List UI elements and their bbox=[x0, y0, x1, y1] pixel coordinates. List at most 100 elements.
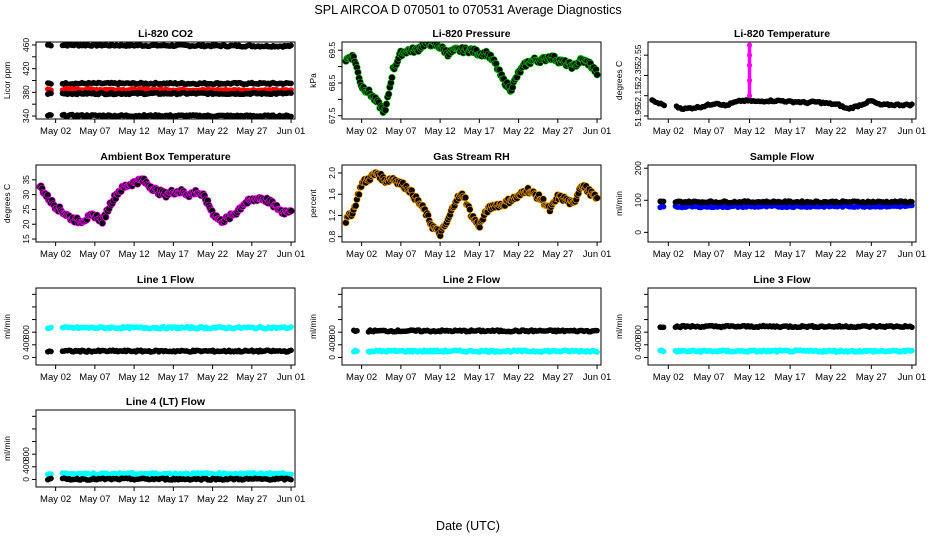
y-tick-label: 460 bbox=[21, 38, 31, 52]
x-tick-label: May 07 bbox=[79, 372, 110, 383]
panel-title: Gas Stream RH bbox=[433, 151, 509, 163]
x-tick-label: May 27 bbox=[236, 126, 267, 137]
y-tick-label: 52.15 bbox=[633, 85, 643, 107]
data-point bbox=[354, 348, 360, 354]
y-tick-label: 800 bbox=[327, 325, 337, 339]
panel-title: Li-820 CO2 bbox=[138, 28, 193, 40]
data-point bbox=[288, 207, 295, 214]
x-tick-label: May 17 bbox=[158, 494, 189, 505]
data-point bbox=[594, 327, 600, 334]
y-tick-label: 400 bbox=[21, 337, 31, 351]
data-point bbox=[382, 107, 389, 114]
y-tick-label: 0 bbox=[21, 355, 31, 360]
data-point bbox=[425, 212, 432, 219]
x-tick-label: Jun 01 bbox=[277, 494, 306, 505]
x-tick-label: May 12 bbox=[425, 372, 456, 383]
data-point bbox=[99, 220, 106, 227]
x-tick-label: May 17 bbox=[158, 249, 189, 260]
y-tick-label: 1.2 bbox=[327, 209, 337, 221]
data-point bbox=[383, 100, 390, 107]
panel-title: Line 4 (LT) Flow bbox=[126, 396, 206, 408]
x-tick-label: May 07 bbox=[79, 249, 110, 260]
series-line-2-flow-low bbox=[350, 347, 600, 355]
y-tick-label: 420 bbox=[21, 61, 31, 75]
y-tick-label: 340 bbox=[21, 109, 31, 123]
y-tick-label: 67.5 bbox=[327, 107, 337, 124]
series-line-4-flow-high bbox=[44, 470, 294, 478]
data-layer bbox=[649, 42, 915, 113]
data-point bbox=[660, 203, 667, 210]
x-tick-label: May 07 bbox=[79, 126, 110, 137]
x-tick-label: May 17 bbox=[464, 249, 495, 260]
data-layer bbox=[350, 327, 600, 355]
plot-frame bbox=[647, 41, 917, 120]
data-point bbox=[660, 348, 667, 355]
x-tick-label: May 17 bbox=[775, 126, 806, 137]
plot-frame bbox=[647, 164, 917, 243]
x-tick-label: Jun 01 bbox=[898, 126, 927, 137]
panel-ylabel: kPa bbox=[308, 73, 318, 88]
data-point bbox=[514, 74, 521, 81]
panel-title: Li-820 Pressure bbox=[432, 28, 510, 40]
plot-frame bbox=[647, 287, 917, 366]
y-tick-label: 0 bbox=[633, 230, 643, 235]
x-tick-label: May 12 bbox=[119, 372, 150, 383]
panel-ylabel: ml/min bbox=[2, 314, 12, 339]
x-tick-label: May 07 bbox=[385, 126, 416, 137]
y-tick-label: 68.5 bbox=[327, 74, 337, 91]
data-point bbox=[909, 324, 915, 331]
data-point bbox=[387, 79, 394, 86]
panel-ylabel: degrees C bbox=[614, 61, 624, 100]
data-point bbox=[592, 66, 599, 73]
data-point bbox=[288, 90, 294, 96]
x-tick-label: May 27 bbox=[542, 249, 573, 260]
data-point bbox=[493, 60, 500, 67]
y-tick-label: 20 bbox=[21, 219, 31, 229]
x-tick-label: May 02 bbox=[653, 126, 684, 137]
y-tick-label: 0 bbox=[21, 477, 31, 482]
series-line-3-flow-low bbox=[657, 347, 915, 355]
panel-title: Li-820 Temperature bbox=[734, 28, 830, 40]
series-reference-low bbox=[44, 111, 294, 119]
y-tick-label: 400 bbox=[21, 459, 31, 473]
series-pressure bbox=[342, 42, 601, 116]
x-tick-label: May 02 bbox=[653, 249, 684, 260]
data-point bbox=[288, 471, 294, 478]
panel-ylabel: ml/min bbox=[2, 436, 12, 461]
chart-panel: Sample Flow ml/min 0 100 200 May 02 May 07 May … bbox=[614, 151, 926, 260]
y-tick-label: 1.6 bbox=[327, 188, 337, 200]
panel-title: Line 2 Flow bbox=[443, 274, 501, 286]
figure-xlabel: Date (UTC) bbox=[436, 519, 500, 533]
x-tick-label: May 12 bbox=[119, 249, 150, 260]
chart-panels: Li-820 CO2 Licor ppm 340 380 420 460 May 02 May… bbox=[2, 28, 926, 505]
x-tick-label: May 22 bbox=[503, 249, 534, 260]
x-tick-label: May 12 bbox=[425, 126, 456, 137]
data-point bbox=[594, 194, 601, 201]
data-point bbox=[540, 196, 547, 203]
x-tick-label: May 22 bbox=[815, 249, 846, 260]
x-tick-label: May 17 bbox=[158, 126, 189, 137]
x-tick-label: May 22 bbox=[197, 126, 228, 137]
y-tick-label: 100 bbox=[633, 193, 643, 207]
x-tick-label: May 12 bbox=[734, 249, 765, 260]
data-point bbox=[48, 471, 54, 477]
data-layer bbox=[657, 198, 915, 211]
series-line-4-flow bbox=[44, 475, 294, 483]
y-tick-label: 800 bbox=[21, 447, 31, 461]
y-tick-label: 0 bbox=[633, 355, 643, 360]
x-tick-label: May 27 bbox=[542, 126, 573, 137]
x-tick-label: Jun 01 bbox=[277, 372, 306, 383]
series-line-1-flow-high bbox=[44, 324, 294, 332]
y-tick-label: 15 bbox=[21, 234, 31, 244]
x-tick-label: May 02 bbox=[40, 249, 71, 260]
x-tick-label: May 12 bbox=[119, 126, 150, 137]
y-tick-label: 52.55 bbox=[633, 44, 643, 66]
x-tick-label: May 07 bbox=[385, 372, 416, 383]
x-tick-label: May 27 bbox=[236, 249, 267, 260]
series-spike bbox=[746, 42, 753, 99]
data-point bbox=[48, 90, 54, 97]
x-tick-label: May 02 bbox=[346, 372, 377, 383]
